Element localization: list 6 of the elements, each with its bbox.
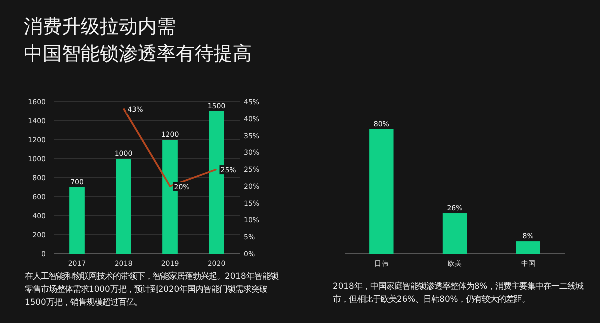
bar [70,188,85,254]
text: 2018年，中国家庭智能锁渗透率整体为8%，消费主要集中在一二线城市，但相比于欧美26%、日韩80%，仍有较大的差距。 [333,280,585,306]
bar [116,159,132,254]
chart-subtitle: 中国智能锁渗透率有待提高 [24,42,252,67]
chart-title: 消费升级拉动内需 [24,15,176,40]
text: 在人工智能和物联网技术的带领下，智能家居蓬勃兴起。2018年智能锁零售市场整体需求1000万把，预计到2020年国内智能门锁需求突破1500万把，销售规模超过百亿。 [25,270,280,309]
